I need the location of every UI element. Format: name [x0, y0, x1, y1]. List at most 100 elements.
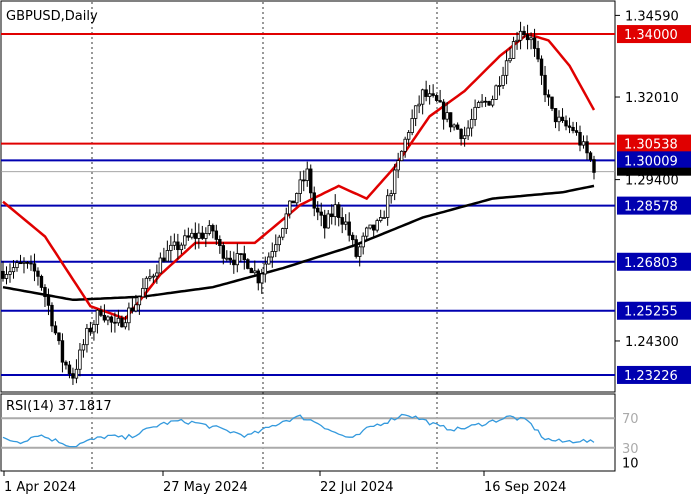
candle-body	[127, 307, 131, 324]
price-level-tag	[617, 151, 691, 170]
candle-body	[50, 304, 54, 327]
candle-body	[406, 132, 411, 140]
candle-body	[179, 244, 184, 251]
candle-body	[557, 116, 561, 123]
candle-body	[162, 257, 166, 262]
candle-body	[225, 257, 229, 260]
candle-body	[371, 224, 376, 231]
candle-body	[529, 37, 533, 41]
candle-body	[578, 132, 582, 146]
candle-body	[242, 253, 246, 261]
time-tick-label: 22 Jul 2024	[320, 480, 394, 495]
candle-body	[148, 276, 152, 279]
candle-body	[151, 275, 156, 278]
price-level-tag-label: 1.30538	[624, 138, 678, 153]
rsi-line	[2, 413, 595, 448]
candle-body	[347, 221, 351, 236]
candle-body	[71, 373, 75, 379]
candle-body	[18, 262, 23, 265]
candle-body	[221, 245, 226, 259]
candle-body	[74, 368, 79, 379]
candle-body	[60, 340, 65, 363]
time-tick-label: 1 Apr 2024	[4, 480, 76, 495]
candle-body	[186, 235, 191, 238]
candle-body	[501, 74, 505, 86]
candle-body	[326, 213, 330, 229]
price-level-tag-label: 1.28578	[624, 200, 678, 215]
candle-body	[22, 262, 26, 264]
candle-body	[330, 213, 334, 218]
candle-body	[176, 241, 180, 251]
candle-body	[291, 200, 295, 204]
candle-body	[323, 214, 327, 229]
candle-body	[497, 85, 502, 87]
candle-body	[137, 296, 142, 306]
candle-body	[340, 217, 344, 225]
candle-body	[281, 228, 285, 238]
candle-body	[392, 169, 397, 194]
candle-body	[452, 124, 456, 128]
candle-body	[123, 322, 128, 328]
price-level-tag	[617, 25, 691, 44]
candle-body	[249, 268, 253, 274]
candle-body	[134, 304, 138, 312]
candle-body	[78, 349, 82, 370]
candle-body	[298, 179, 302, 194]
candle-body	[141, 287, 145, 298]
candle-body	[144, 277, 149, 289]
slow-moving-average-line	[2, 184, 595, 302]
candle-body	[11, 267, 16, 273]
candle-body	[361, 235, 365, 248]
price-tick-label: 1.32010	[625, 91, 679, 106]
candle-body	[64, 361, 68, 366]
candle-body	[344, 221, 348, 225]
candle-body	[130, 307, 135, 312]
candle-body	[200, 232, 205, 239]
candle-body	[312, 192, 316, 209]
time-axis: 1 Apr 2024 27 May 2024 22 Jul 2024 16 Sep 2…	[3, 471, 566, 495]
candle-body	[368, 224, 372, 229]
candle-body	[546, 94, 551, 98]
candle-body	[235, 253, 240, 266]
candle-body	[427, 93, 432, 97]
candle-body	[445, 112, 449, 120]
price-tick-label: 1.29400	[625, 174, 679, 189]
rsi-panel	[0, 393, 616, 472]
candle-body	[246, 259, 250, 269]
candle-body	[504, 60, 509, 76]
candle-body	[316, 207, 320, 213]
candle-body	[274, 244, 278, 252]
candle-body	[462, 135, 467, 140]
price-level-tag-label: 1.23226	[624, 369, 678, 384]
candle-body	[197, 232, 201, 239]
candle-body	[389, 193, 393, 197]
candle-body	[46, 296, 51, 306]
candle-body	[574, 130, 579, 133]
candle-body	[39, 275, 44, 288]
candle-body	[109, 316, 114, 323]
candle-body	[256, 270, 260, 284]
candle-body	[487, 101, 491, 106]
candle-body	[309, 168, 313, 194]
candle-body	[333, 204, 337, 218]
price-level-tag	[617, 196, 691, 215]
candle-body	[85, 327, 89, 346]
candle-body	[232, 259, 236, 266]
candle-body	[399, 150, 404, 162]
candle-body	[8, 271, 12, 275]
candle-body	[417, 103, 421, 107]
candle-body	[32, 263, 37, 272]
candle-body	[441, 101, 446, 120]
candle-body	[469, 119, 474, 129]
candle-body	[494, 85, 498, 100]
candle-body	[357, 246, 362, 257]
candle-body	[295, 193, 299, 204]
price-axis: 1.34590 1.32010 1.29400 1.24300	[615, 9, 679, 350]
candle-body	[483, 100, 488, 103]
candle-body	[270, 251, 274, 258]
price-level-tag	[617, 365, 691, 384]
candle-body	[305, 168, 309, 181]
